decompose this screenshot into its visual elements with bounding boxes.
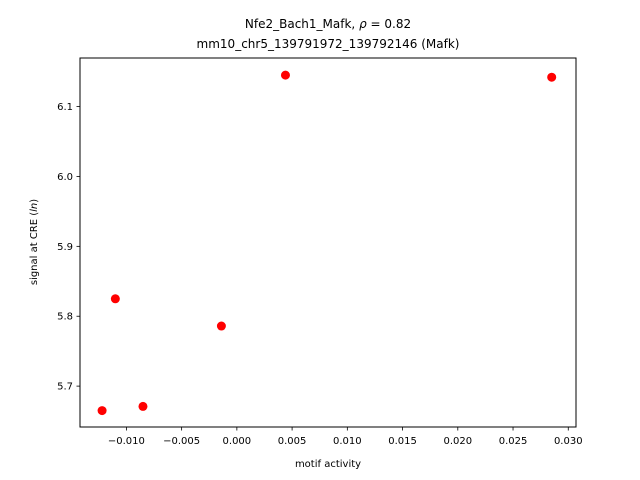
chart-title-line2: mm10_chr5_139791972_139792146 (Mafk) [197, 37, 460, 51]
x-tick-label: 0.010 [333, 436, 362, 447]
scatter-point [97, 406, 107, 416]
title-prefix: Nfe2_Bach1_Mafk, [245, 17, 359, 31]
y-tick-label: 5.8 [57, 312, 73, 323]
plot-marks [97, 70, 557, 416]
title-rho-symbol: ρ [359, 17, 367, 31]
x-axis-ticks: −0.010 −0.005 0.000 0.005 0.010 0.015 0.020 0.0… [108, 427, 583, 447]
y-label-suffix: ) [29, 199, 40, 203]
scatter-point [110, 294, 120, 304]
x-tick-label: 0.000 [223, 436, 252, 447]
scatter-point [138, 401, 148, 411]
x-tick-label: 0.020 [443, 436, 472, 447]
x-axis-label: motif activity [295, 459, 361, 470]
y-tick-label: 5.9 [57, 242, 73, 253]
scatter-point [216, 321, 226, 331]
y-tick-label: 6.1 [57, 102, 73, 113]
y-tick-label: 5.7 [57, 382, 73, 393]
scatter-point [547, 72, 557, 82]
x-tick-label: 0.005 [278, 436, 307, 447]
x-tick-label: −0.010 [108, 436, 145, 447]
x-tick-label: 0.030 [554, 436, 583, 447]
y-axis-ticks: 5.7 5.8 5.9 6.0 6.1 [57, 102, 80, 393]
chart-title-line1: Nfe2_Bach1_Mafk, ρ = 0.82 [245, 17, 411, 31]
scatter-point [280, 70, 290, 80]
y-axis-label: signal at CRE (ln) [29, 199, 40, 285]
x-tick-label: 0.015 [388, 436, 417, 447]
y-label-prefix: signal at CRE ( [29, 212, 40, 285]
plot-frame [79, 57, 577, 428]
x-tick-label: −0.005 [163, 436, 200, 447]
y-label-italic: ln [29, 203, 40, 212]
y-tick-label: 6.0 [57, 172, 73, 183]
title-rho-value: = 0.82 [367, 17, 411, 31]
x-tick-label: 0.025 [499, 436, 528, 447]
